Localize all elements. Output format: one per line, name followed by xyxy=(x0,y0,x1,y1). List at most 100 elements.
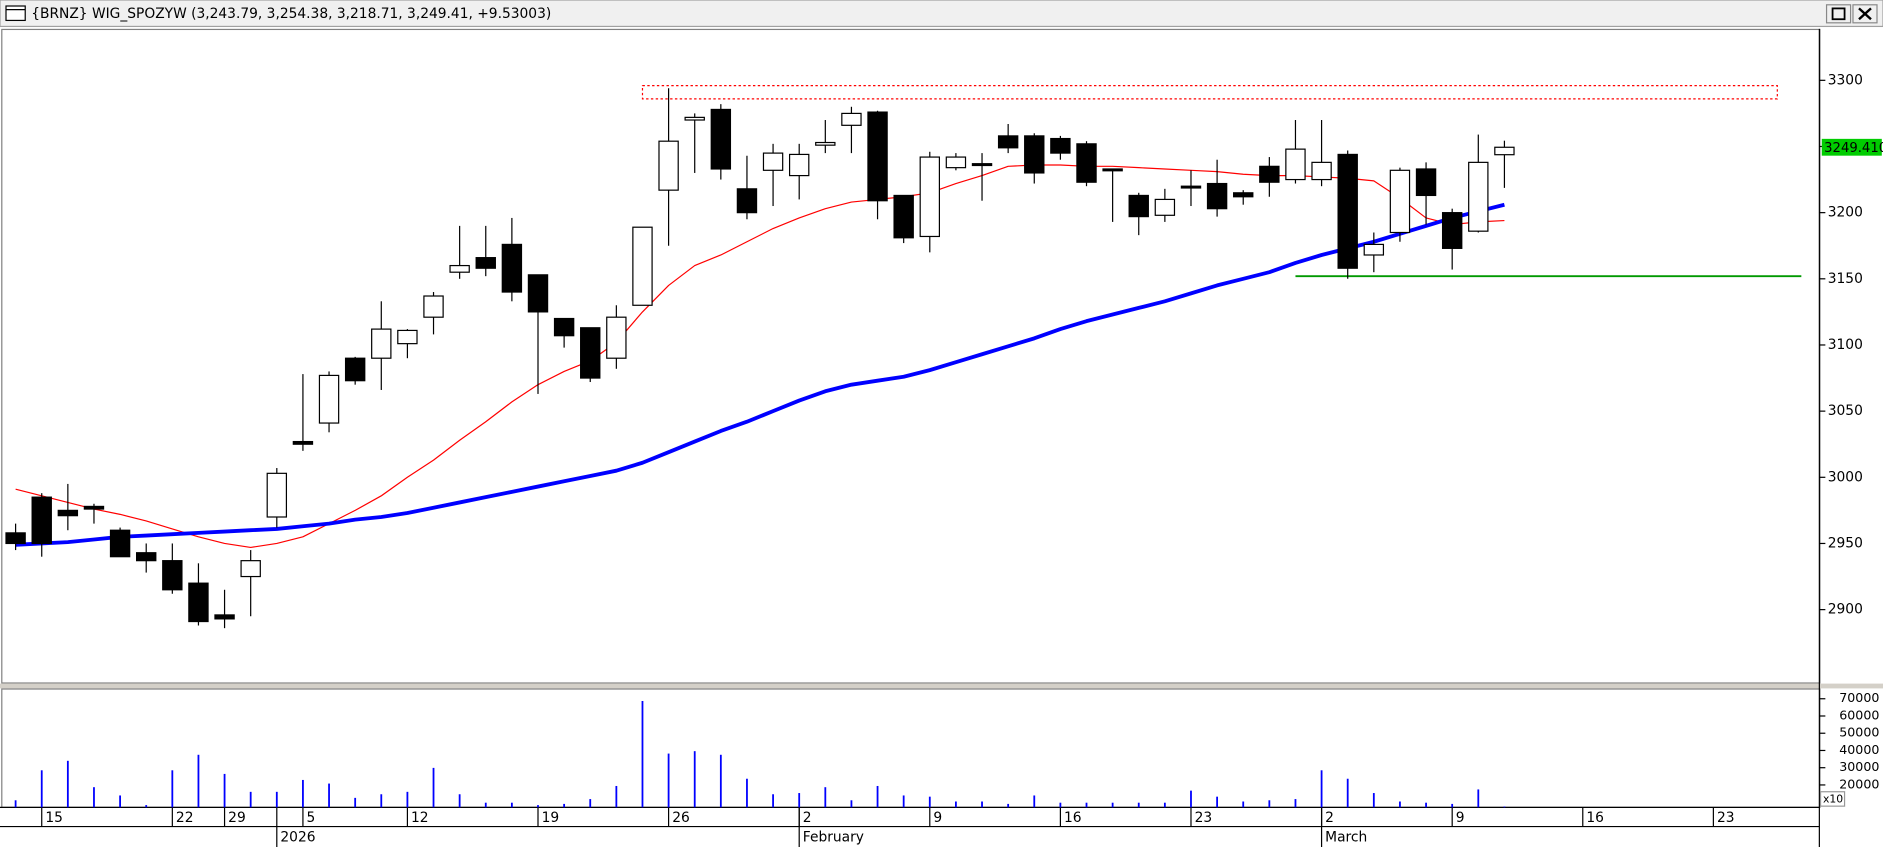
x-tick-label: 16 xyxy=(1586,810,1604,826)
y-tick-label: 3050 xyxy=(1828,403,1863,419)
x-tick-label: 15 xyxy=(45,810,63,826)
candle-body xyxy=(1076,143,1097,183)
candle-body xyxy=(109,529,131,558)
candle-body xyxy=(449,264,470,273)
candle-body xyxy=(318,374,340,424)
y-tick-label: 3200 xyxy=(1828,205,1863,221)
chart-title: {BRNZ} WIG_SPOZYW (3,243.79, 3,254.38, 3… xyxy=(31,6,551,22)
candle-body xyxy=(240,560,261,578)
candle-body xyxy=(501,243,523,293)
candle-body xyxy=(371,328,392,359)
candle-body xyxy=(893,194,914,239)
x-tick-label: 23 xyxy=(1195,810,1213,826)
candle-body xyxy=(1441,212,1463,249)
x-tick-label: 26 xyxy=(672,810,690,826)
maximize-icon[interactable] xyxy=(1831,7,1846,21)
last-value-label: 3249.410 xyxy=(1824,141,1883,156)
candle-body xyxy=(188,582,209,623)
candle-body xyxy=(475,257,496,269)
candle-body xyxy=(606,316,627,359)
y-tick-label: 2950 xyxy=(1828,535,1863,551)
x-tick-label: 29 xyxy=(228,810,246,826)
volume-y-tick-label: 30000 xyxy=(1839,759,1879,774)
volume-y-tick-label: 60000 xyxy=(1839,707,1879,722)
candle-body xyxy=(1415,168,1437,197)
candle-body xyxy=(788,153,810,177)
candle-body xyxy=(1102,168,1123,172)
candle-body xyxy=(762,152,784,171)
candle-body xyxy=(710,108,732,170)
candle-body xyxy=(1337,153,1358,269)
candle-body xyxy=(1285,148,1306,181)
candle-body xyxy=(1363,243,1385,256)
y-tick-label: 3000 xyxy=(1828,469,1863,485)
close-button[interactable] xyxy=(1852,4,1878,24)
volume-y-tick-label: 40000 xyxy=(1839,742,1879,757)
candle-body xyxy=(997,135,1019,149)
x-tick-label: 9 xyxy=(1456,810,1465,826)
window-icon xyxy=(5,5,26,22)
x-tick-label: 9 xyxy=(933,810,942,826)
volume-y-tick-label: 70000 xyxy=(1839,690,1879,705)
candle-body xyxy=(1259,165,1280,183)
candle-body xyxy=(867,111,888,202)
x-tick-label: 2 xyxy=(803,810,812,826)
candle-body xyxy=(919,156,940,238)
candle-body xyxy=(684,116,705,121)
candle-body xyxy=(1468,161,1489,232)
x-tick-label: 22 xyxy=(176,810,194,826)
candle-body xyxy=(1050,137,1071,154)
close-icon[interactable] xyxy=(1858,7,1872,21)
candle-body xyxy=(1128,194,1149,218)
x-tick-label: 12 xyxy=(411,810,429,826)
candle-body xyxy=(815,141,836,146)
resistance-zone xyxy=(641,85,1778,100)
candle-body xyxy=(632,226,653,306)
moving-average-line xyxy=(15,202,1505,547)
x-tick-label: 2 xyxy=(1325,810,1334,826)
candle-body xyxy=(658,140,679,191)
candle-body xyxy=(1389,169,1411,234)
candle-body xyxy=(5,532,26,545)
x-tick-label: 5 xyxy=(307,810,316,826)
y-tick-label: 3150 xyxy=(1828,271,1863,287)
candle-body xyxy=(971,163,993,167)
candle-body xyxy=(1180,185,1202,189)
candle-body xyxy=(580,327,601,379)
candle-body xyxy=(527,274,549,313)
candle-body xyxy=(841,112,862,126)
x-tick-label: 19 xyxy=(542,810,560,826)
x-tick-label: 23 xyxy=(1717,810,1735,826)
candle-body xyxy=(83,505,105,510)
candle-body xyxy=(736,188,758,214)
candle-body xyxy=(1206,182,1228,210)
candle-body xyxy=(397,329,418,345)
candle-body xyxy=(423,295,444,318)
candle-body xyxy=(266,472,288,518)
period-label: February xyxy=(803,829,864,845)
candle-body xyxy=(1024,135,1045,174)
moving-average-line xyxy=(15,164,1505,549)
candle-body xyxy=(945,156,967,169)
candle-body xyxy=(1494,146,1515,156)
volume-multiplier: x10 xyxy=(1823,793,1843,806)
volume-y-tick-label: 20000 xyxy=(1839,776,1879,791)
y-tick-label: 2900 xyxy=(1828,602,1863,618)
period-label: 2026 xyxy=(280,829,315,845)
volume-y-tick-label: 50000 xyxy=(1839,725,1879,740)
candle-body xyxy=(1233,192,1254,198)
title-bar xyxy=(0,0,1883,28)
candle-body xyxy=(292,440,314,445)
x-tick-label: 16 xyxy=(1064,810,1082,826)
candle-body xyxy=(31,496,52,545)
candle-body xyxy=(214,614,235,620)
y-tick-label: 3300 xyxy=(1828,72,1863,88)
candle-body xyxy=(57,509,79,517)
candle-body xyxy=(136,552,157,562)
maximize-button[interactable] xyxy=(1825,4,1852,24)
last-value-box xyxy=(1821,138,1882,156)
candle-body xyxy=(1311,161,1332,181)
